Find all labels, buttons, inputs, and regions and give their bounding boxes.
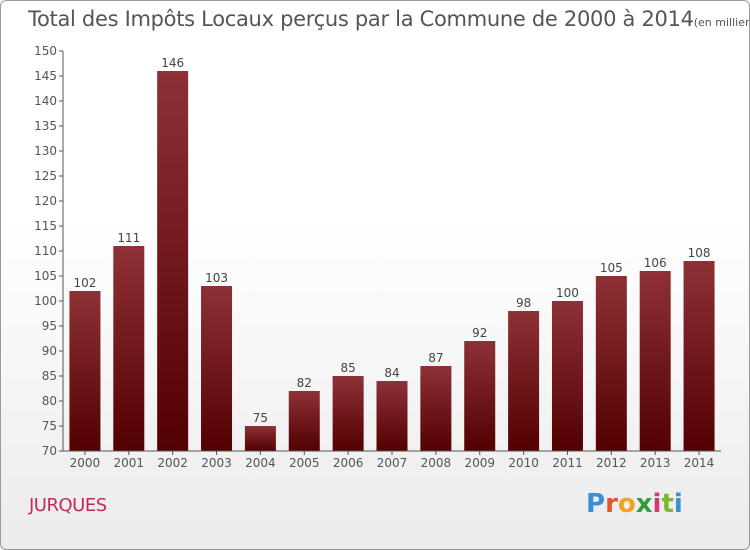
bar-2003 [201, 286, 233, 451]
x-tick-label-2013: 2013 [640, 456, 671, 470]
proxiti-logo[interactable]: Proxiti [586, 489, 683, 519]
chart-unit: (en milliers d'€) [693, 16, 750, 29]
x-tick-label-2012: 2012 [596, 456, 627, 470]
bar-2008 [420, 366, 452, 451]
commune-name: JURQUES [29, 495, 107, 516]
x-tick-label-2001: 2001 [114, 456, 145, 470]
x-tick-label-2010: 2010 [508, 456, 539, 470]
x-tick-label-2007: 2007 [377, 456, 408, 470]
x-tick-label-2002: 2002 [157, 456, 188, 470]
x-tick-label-2005: 2005 [289, 456, 320, 470]
logo-letter: x [635, 489, 653, 519]
bar-2004 [244, 426, 276, 451]
y-tick-label: 145 [34, 69, 57, 83]
x-tick-label-2008: 2008 [421, 456, 452, 470]
bar-2001 [113, 246, 145, 451]
y-tick-label: 120 [34, 194, 57, 208]
bar-2014 [683, 261, 715, 451]
x-tick-label-2009: 2009 [464, 456, 495, 470]
y-tick-label: 115 [34, 219, 57, 233]
y-tick-label: 125 [34, 169, 57, 183]
value-label-2005: 82 [297, 376, 312, 390]
value-label-2008: 87 [428, 351, 443, 365]
value-label-2002: 146 [161, 56, 184, 70]
value-label-2007: 84 [384, 366, 399, 380]
value-label-2009: 92 [472, 326, 487, 340]
y-tick-label: 95 [42, 319, 57, 333]
logo-letter: P [586, 489, 606, 519]
bar-2012 [595, 276, 627, 451]
value-label-2006: 85 [340, 361, 355, 375]
value-label-2010: 98 [516, 296, 531, 310]
x-tick-label-2011: 2011 [552, 456, 583, 470]
value-label-2001: 111 [117, 231, 140, 245]
axis-layer: 70 75 80 85 90 95 100 105 110 115 120 125 130 135 140 1… [34, 44, 721, 470]
bar-2005 [288, 391, 320, 451]
chart-title: Total des Impôts Locaux perçus par la Co… [28, 7, 750, 31]
logo-letter: i [673, 489, 683, 519]
y-tick-label: 135 [34, 119, 57, 133]
chart-title-text: Total des Impôts Locaux perçus par la Co… [28, 7, 694, 31]
x-tick-label-2006: 2006 [333, 456, 364, 470]
y-tick-label: 110 [34, 244, 57, 258]
logo-letter: t [661, 489, 674, 519]
value-label-2013: 106 [644, 256, 667, 270]
bar-layer: 102 111 146 103 75 82 85 84 87 92 98 100 105 106 108 [69, 56, 715, 451]
x-tick-label-2003: 2003 [201, 456, 232, 470]
bar-2010 [508, 311, 540, 451]
y-tick-label: 85 [42, 369, 57, 383]
bar-2006 [332, 376, 364, 451]
y-tick-label: 70 [42, 444, 57, 458]
bar-2011 [551, 301, 583, 451]
value-label-2000: 102 [73, 276, 96, 290]
y-tick-label: 75 [42, 419, 57, 433]
y-tick-label: 80 [42, 394, 57, 408]
value-label-2004: 75 [253, 411, 268, 425]
y-tick-label: 140 [34, 94, 57, 108]
bar-2000 [69, 291, 101, 451]
logo-letter: o [617, 489, 636, 519]
x-tick-label-2000: 2000 [70, 456, 101, 470]
bar-2007 [376, 381, 408, 451]
y-tick-label: 90 [42, 344, 57, 358]
value-label-2011: 100 [556, 286, 579, 300]
bar-2013 [639, 271, 671, 451]
logo-letter: i [652, 489, 662, 519]
x-tick-label-2004: 2004 [245, 456, 276, 470]
bar-2002 [157, 71, 189, 451]
y-tick-label: 100 [34, 294, 57, 308]
y-tick-label: 130 [34, 144, 57, 158]
logo-letter: r [605, 489, 618, 519]
value-label-2012: 105 [600, 261, 623, 275]
y-tick-label: 105 [34, 269, 57, 283]
bar-2009 [464, 341, 496, 451]
value-label-2014: 108 [688, 246, 711, 260]
value-label-2003: 103 [205, 271, 228, 285]
x-tick-label-2014: 2014 [684, 456, 715, 470]
y-tick-label: 150 [34, 44, 57, 58]
